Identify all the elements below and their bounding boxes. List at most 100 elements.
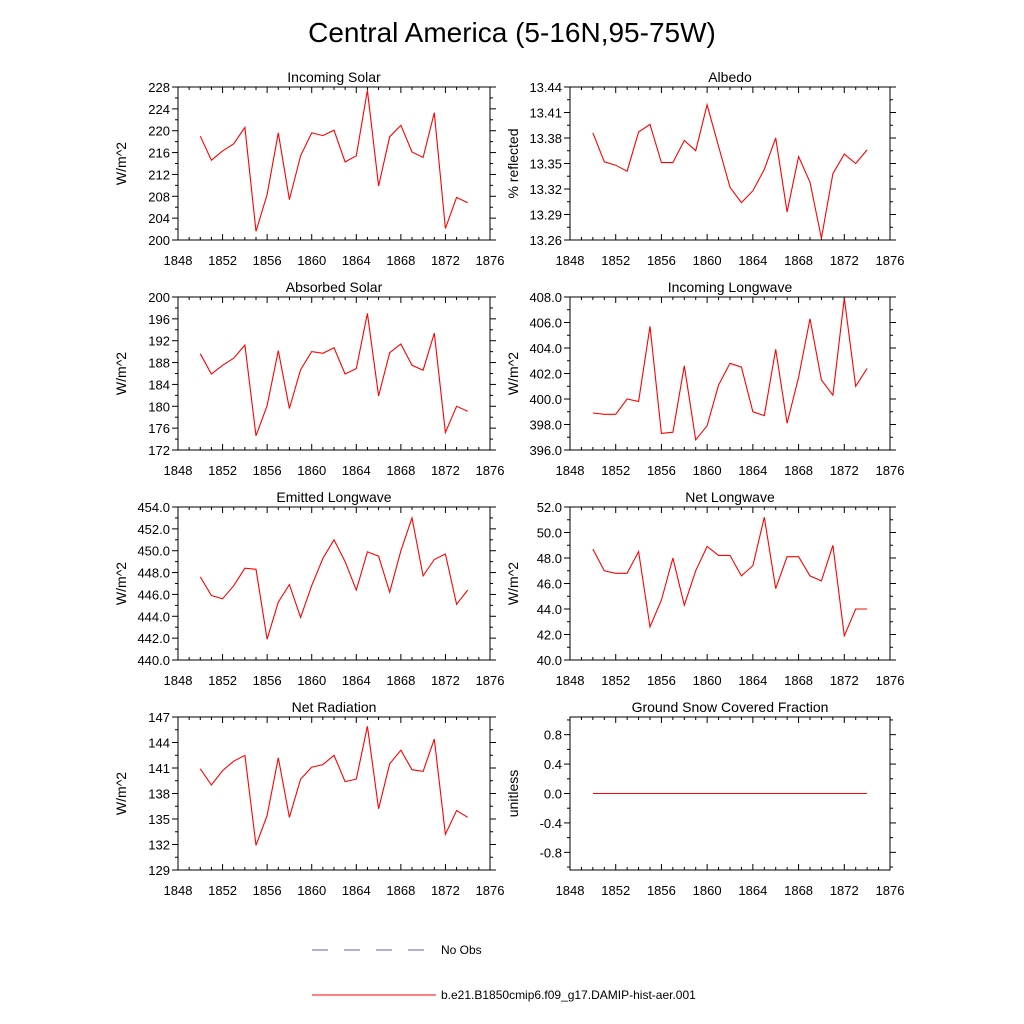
- panel-incoming-solar: Incoming Solar W/m^2 1848 1852 1856 1860 1864 1…: [113, 69, 504, 268]
- x-tick-label: 1856: [253, 883, 282, 898]
- series-line: [592, 298, 868, 442]
- x-tick-label: 1860: [693, 673, 722, 688]
- y-tick-label: 13.38: [529, 131, 562, 146]
- panel-incoming-longwave: Incoming Longwave W/m^2 1848 1852 1856 1860 18…: [505, 279, 904, 478]
- x-tick-label: 1872: [830, 673, 859, 688]
- x-tick-label: 1876: [876, 883, 905, 898]
- y-tick-label: 129: [148, 863, 170, 878]
- y-tick-label: 454.0: [137, 500, 170, 515]
- series-line: [199, 515, 469, 640]
- y-tick-label: 220: [148, 124, 170, 139]
- y-tick-label: 448.0: [137, 566, 170, 581]
- x-tick-label: 1856: [253, 253, 282, 268]
- x-tick-label: 1876: [476, 883, 505, 898]
- x-tick-label: 1876: [876, 253, 905, 268]
- y-tick-label: 13.44: [529, 80, 562, 95]
- y-tick-label: 176: [148, 421, 170, 436]
- y-axis-label: % reflected: [505, 128, 521, 198]
- y-tick-label: 141: [148, 761, 170, 776]
- x-tick-label: 1860: [297, 673, 326, 688]
- y-tick-label: 40.0: [537, 653, 562, 668]
- x-tick-label: 1856: [253, 673, 282, 688]
- x-tick-label: 1852: [208, 463, 237, 478]
- y-tick-label: 138: [148, 787, 170, 802]
- plot-frame: [177, 716, 491, 871]
- x-tick-label: 1864: [342, 253, 371, 268]
- x-tick-label: 1860: [693, 883, 722, 898]
- y-tick-label: 204: [148, 211, 170, 226]
- x-tick-label: 1872: [830, 253, 859, 268]
- legend-label-model: b.e21.B1850cmip6.f09_g17.DAMIP-hist-aer.…: [441, 988, 696, 1002]
- panel-title: Incoming Longwave: [668, 279, 793, 295]
- y-axis-label: W/m^2: [113, 352, 129, 395]
- x-tick-label: 1860: [297, 463, 326, 478]
- series-line: [592, 517, 868, 638]
- x-tick-label: 1868: [784, 253, 813, 268]
- x-tick-label: 1856: [647, 463, 676, 478]
- y-tick-label: 440.0: [137, 653, 170, 668]
- x-tick-label: 1848: [164, 883, 193, 898]
- y-tick-label: 0.4: [544, 757, 562, 772]
- x-tick-label: 1868: [784, 883, 813, 898]
- x-tick-label: 1876: [476, 463, 505, 478]
- x-tick-label: 1864: [738, 673, 767, 688]
- y-tick-label: 0.8: [544, 728, 562, 743]
- y-tick-label: 135: [148, 812, 170, 827]
- x-tick-label: 1868: [386, 883, 415, 898]
- panel-title: Albedo: [708, 69, 752, 85]
- plot-frame: [177, 86, 491, 241]
- panel-net-radiation: Net Radiation W/m^2 1848 1852 1856 1860 1864 18…: [113, 699, 504, 898]
- y-tick-label: 224: [148, 102, 170, 117]
- x-tick-label: 1852: [601, 463, 630, 478]
- x-tick-label: 1848: [164, 673, 193, 688]
- panel-title: Incoming Solar: [287, 69, 381, 85]
- y-tick-label: 398.0: [529, 418, 562, 433]
- plot-frame: [569, 506, 891, 661]
- y-tick-label: 452.0: [137, 522, 170, 537]
- y-tick-label: 192: [148, 334, 170, 349]
- panel-title: Ground Snow Covered Fraction: [632, 699, 829, 715]
- x-tick-label: 1860: [297, 253, 326, 268]
- plot-frame: [177, 296, 491, 451]
- y-tick-label: 13.29: [529, 208, 562, 223]
- y-tick-label: 402.0: [529, 367, 562, 382]
- y-tick-label: 46.0: [537, 577, 562, 592]
- y-tick-label: -0.8: [540, 845, 562, 860]
- x-tick-label: 1872: [431, 673, 460, 688]
- y-tick-label: 42.0: [537, 628, 562, 643]
- y-tick-label: 52.0: [537, 500, 562, 515]
- x-tick-label: 1864: [738, 253, 767, 268]
- y-tick-label: 184: [148, 377, 170, 392]
- y-tick-label: 44.0: [537, 602, 562, 617]
- x-tick-label: 1876: [476, 253, 505, 268]
- x-tick-label: 1868: [386, 673, 415, 688]
- x-tick-label: 1852: [208, 253, 237, 268]
- x-tick-label: 1868: [784, 463, 813, 478]
- panel-absorbed-solar: Absorbed Solar W/m^2 1848 1852 1856 1860 1864 1…: [113, 279, 504, 478]
- y-tick-label: 444.0: [137, 609, 170, 624]
- panel-emitted-longwave: Emitted Longwave W/m^2 1848 1852 1856 1860 186…: [113, 489, 504, 688]
- legend: No Obs b.e21.B1850cmip6.f09_g17.DAMIP-hi…: [312, 943, 696, 1002]
- x-tick-label: 1848: [556, 253, 585, 268]
- y-tick-label: 200: [148, 233, 170, 248]
- y-tick-label: 48.0: [537, 551, 562, 566]
- panels: Incoming Solar W/m^2 1848 1852 1856 1860 1864 1…: [113, 69, 904, 898]
- y-tick-label: 450.0: [137, 544, 170, 559]
- x-tick-label: 1848: [164, 253, 193, 268]
- series-line: [199, 726, 468, 846]
- x-tick-label: 1868: [386, 463, 415, 478]
- plot-frame: [569, 86, 891, 241]
- x-tick-label: 1876: [876, 463, 905, 478]
- x-tick-label: 1856: [647, 673, 676, 688]
- panel-ground-snow-covered-fraction: Ground Snow Covered Fraction unitless 1848…: [505, 699, 904, 898]
- x-tick-label: 1872: [830, 463, 859, 478]
- x-tick-label: 1864: [342, 463, 371, 478]
- y-tick-label: 408.0: [529, 290, 562, 305]
- x-tick-label: 1876: [876, 673, 905, 688]
- x-tick-label: 1872: [431, 463, 460, 478]
- x-tick-label: 1848: [556, 463, 585, 478]
- y-tick-label: 446.0: [137, 587, 170, 602]
- y-tick-label: 406.0: [529, 316, 562, 331]
- x-tick-label: 1860: [693, 253, 722, 268]
- x-tick-label: 1852: [601, 673, 630, 688]
